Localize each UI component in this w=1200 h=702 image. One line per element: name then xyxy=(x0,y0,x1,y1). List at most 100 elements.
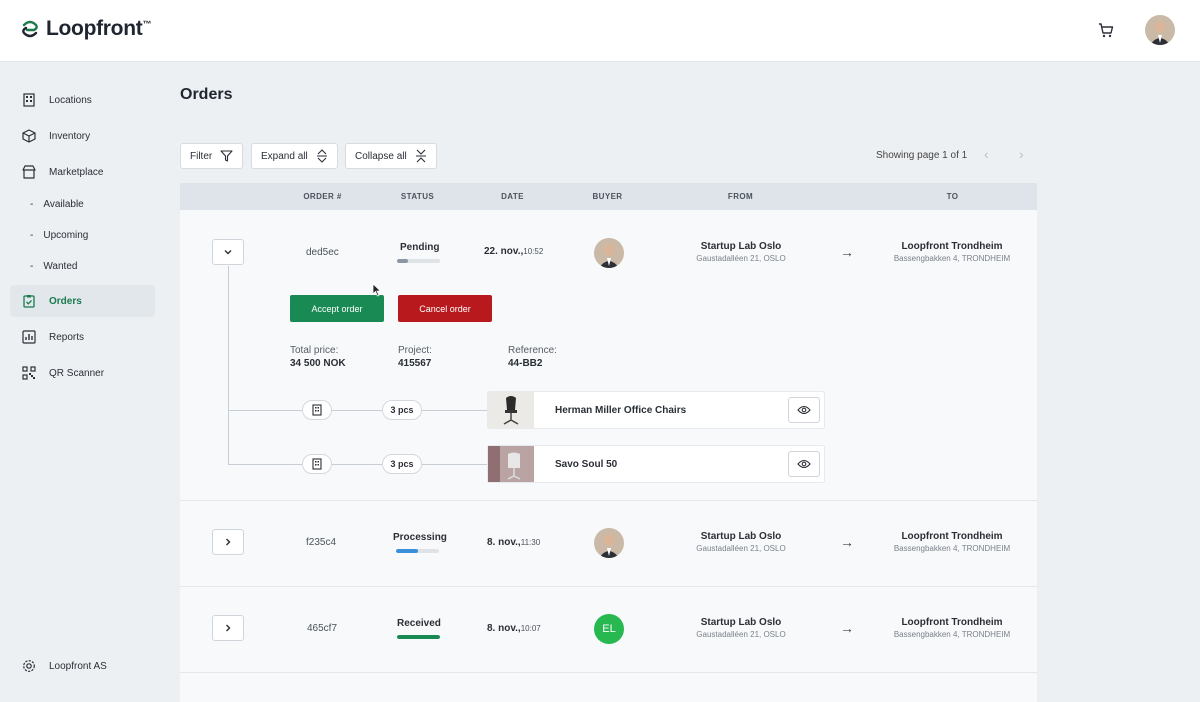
collapse-all-label: Collapse all xyxy=(355,150,407,162)
status-progress-bar xyxy=(397,259,440,263)
expand-row-button[interactable] xyxy=(212,615,244,641)
to-location: Loopfront Trondheim Bassengbakken 4, TRO… xyxy=(893,241,1011,263)
status-label: Processing xyxy=(393,532,447,543)
storefront-icon xyxy=(21,164,37,180)
view-item-button[interactable] xyxy=(788,451,820,477)
eye-icon xyxy=(797,459,811,469)
col-status: STATUS xyxy=(400,192,435,201)
arrow-right-icon: → xyxy=(840,534,854,550)
chart-icon xyxy=(21,329,37,345)
order-id[interactable]: f235c4 xyxy=(306,537,337,548)
progress-fill xyxy=(397,635,440,639)
status-progress-bar xyxy=(396,549,439,553)
sidebar-item-label: Loopfront AS xyxy=(49,660,107,672)
collapse-icon xyxy=(415,149,426,163)
table-row[interactable] xyxy=(180,672,1037,702)
sidebar-subitem-available[interactable]: - Available xyxy=(30,199,84,210)
project-label: Project: xyxy=(398,345,432,356)
sidebar-item-loopfront-as[interactable]: Loopfront AS xyxy=(10,650,155,682)
expand-icon xyxy=(316,149,327,163)
col-from: FROM xyxy=(727,192,754,201)
sidebar-item-label: Inventory xyxy=(49,130,91,142)
order-item-card[interactable]: Savo Soul 50 xyxy=(487,445,825,483)
order-item-card[interactable]: Herman Miller Office Chairs xyxy=(487,391,825,429)
order-date: 22. nov.,10:52 xyxy=(484,246,544,257)
col-date: DATE xyxy=(501,192,524,201)
brand-name: Loopfront™ xyxy=(46,17,152,40)
sidebar-item-marketplace[interactable]: Marketplace xyxy=(10,156,155,188)
to-location: Loopfront Trondheim Bassengbakken 4, TRO… xyxy=(893,531,1011,553)
eye-icon xyxy=(797,405,811,415)
collapse-row-button[interactable] xyxy=(212,239,244,265)
total-price-value: 34 500 NOK xyxy=(290,358,346,369)
expand-all-label: Expand all xyxy=(261,150,308,162)
order-date: 8. nov.,11:30 xyxy=(487,537,541,548)
order-id[interactable]: 465cf7 xyxy=(307,623,338,634)
project-value: 415567 xyxy=(398,358,432,369)
user-avatar[interactable] xyxy=(1145,15,1175,45)
col-buyer: BUYER xyxy=(592,192,623,201)
buyer-avatar-initials[interactable]: EL xyxy=(594,614,624,644)
sidebar-subitem-wanted[interactable]: - Wanted xyxy=(30,261,78,272)
sidebar-item-orders[interactable]: Orders xyxy=(10,285,155,317)
prev-page-button[interactable]: ‹ xyxy=(984,146,989,162)
from-location: Startup Lab Oslo Gaustadalléen 21, OSLO xyxy=(696,531,786,553)
order-date: 8. nov.,10:07 xyxy=(487,623,541,634)
filter-label: Filter xyxy=(190,150,213,162)
total-price-label: Total price: xyxy=(290,345,339,356)
building-icon xyxy=(21,92,37,108)
item-name: Savo Soul 50 xyxy=(555,459,618,470)
brand-logo[interactable]: Loopfront™ xyxy=(20,17,151,41)
item-name: Herman Miller Office Chairs xyxy=(555,405,687,416)
accept-order-button[interactable]: Accept order xyxy=(290,295,384,322)
sidebar-item-qr-scanner[interactable]: QR Scanner xyxy=(10,357,155,389)
page-title: Orders xyxy=(180,86,233,103)
from-location: Startup Lab Oslo Gaustadalléen 21, OSLO xyxy=(696,617,786,639)
sidebar-item-reports[interactable]: Reports xyxy=(10,321,155,353)
reference-value: 44-BB2 xyxy=(508,358,543,369)
order-id[interactable]: ded5ec xyxy=(306,247,339,258)
item-thumbnail xyxy=(488,392,534,428)
status-label: Pending xyxy=(400,242,440,253)
to-location: Loopfront Trondheim Bassengbakken 4, TRO… xyxy=(893,617,1011,639)
status-label: Received xyxy=(397,618,441,629)
table-header: ORDER # STATUS DATE BUYER FROM TO xyxy=(180,183,1037,210)
col-to: TO xyxy=(946,192,959,201)
item-quantity: 3 pcs xyxy=(382,454,422,474)
sidebar-item-label: Orders xyxy=(49,295,82,307)
sidebar-subitem-upcoming[interactable]: - Upcoming xyxy=(30,230,89,241)
item-thumbnail xyxy=(488,446,534,482)
gear-icon xyxy=(21,658,37,674)
chevron-right-icon xyxy=(226,624,231,632)
sidebar-item-locations[interactable]: Locations xyxy=(10,84,155,116)
cart-icon[interactable] xyxy=(1097,21,1115,39)
top-bar: Loopfront™ xyxy=(0,0,1200,62)
chevron-right-icon xyxy=(226,538,231,546)
sidebar-item-label: QR Scanner xyxy=(49,367,105,379)
item-quantity: 3 pcs xyxy=(382,400,422,420)
sidebar-item-inventory[interactable]: Inventory xyxy=(10,120,155,152)
from-location: Startup Lab Oslo Gaustadalléen 21, OSLO xyxy=(696,241,786,263)
box-icon xyxy=(21,128,37,144)
expand-all-button[interactable]: Expand all xyxy=(251,143,338,169)
tree-line xyxy=(228,266,229,464)
next-page-button[interactable]: › xyxy=(1019,146,1024,162)
view-item-button[interactable] xyxy=(788,397,820,423)
expand-row-button[interactable] xyxy=(212,529,244,555)
progress-fill xyxy=(397,259,408,263)
sidebar-item-label: Marketplace xyxy=(49,166,104,178)
sidebar-item-label: Reports xyxy=(49,331,85,343)
loopfront-logo-icon xyxy=(22,20,38,38)
cancel-order-button[interactable]: Cancel order xyxy=(398,295,492,322)
arrow-right-icon: → xyxy=(840,620,854,636)
qr-icon xyxy=(21,365,37,381)
location-building-icon[interactable] xyxy=(302,454,332,474)
buyer-avatar[interactable] xyxy=(594,238,624,268)
filter-button[interactable]: Filter xyxy=(180,143,244,169)
chevron-down-icon xyxy=(224,250,232,255)
paging-text: Showing page 1 of 1 xyxy=(876,150,968,161)
location-building-icon[interactable] xyxy=(302,400,332,420)
buyer-avatar[interactable] xyxy=(594,528,624,558)
collapse-all-button[interactable]: Collapse all xyxy=(345,143,437,169)
tree-line xyxy=(228,464,488,465)
